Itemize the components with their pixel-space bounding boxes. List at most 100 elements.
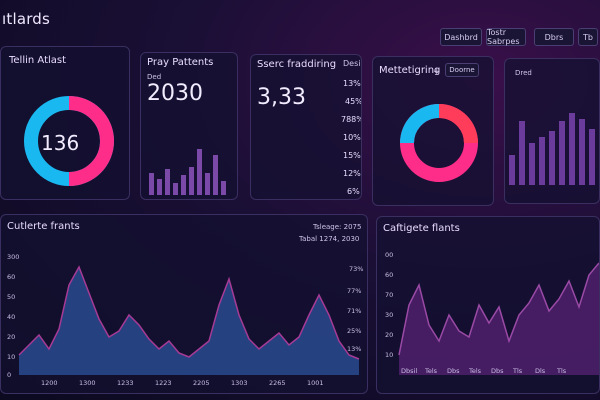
bar bbox=[589, 129, 595, 185]
chart-title: Caftigete flants bbox=[383, 223, 460, 234]
x-tick: 1200 bbox=[41, 379, 58, 387]
y-tick: 300 bbox=[7, 253, 20, 261]
x-tick: Dbs bbox=[447, 367, 460, 375]
x-tick: Dls bbox=[535, 367, 546, 375]
y-tick: 30 bbox=[385, 311, 394, 319]
area-chart-right bbox=[398, 262, 599, 375]
card-title: Sserc fraddiring bbox=[257, 59, 337, 70]
line-series-pink bbox=[18, 265, 360, 360]
bar bbox=[197, 149, 202, 195]
bar bbox=[569, 113, 575, 185]
card-subtitle: Ded bbox=[147, 73, 162, 81]
tab-label[interactable]: Dred bbox=[515, 69, 532, 77]
donut-chart bbox=[24, 96, 114, 186]
bar bbox=[529, 143, 535, 185]
side-label: Desi bbox=[343, 59, 361, 68]
y-tick: 10 bbox=[385, 351, 394, 359]
bar bbox=[519, 121, 525, 185]
filter-button[interactable]: Tostr Sabrpes bbox=[486, 28, 526, 46]
card-value: 2030 bbox=[147, 81, 203, 106]
card-title: Mettetigring bbox=[379, 65, 441, 76]
x-tick: 1233 bbox=[117, 379, 134, 387]
bar bbox=[213, 155, 218, 195]
percent-item: 45% bbox=[345, 97, 362, 106]
card-patterns: Pray Pattents Ded 2030 bbox=[140, 52, 238, 200]
card-title: Pray Pattents bbox=[147, 57, 214, 68]
bar-chart bbox=[509, 113, 595, 185]
y-tick: 20 bbox=[385, 331, 394, 339]
card-value: 3,33 bbox=[257, 85, 306, 110]
y-tick: 00 bbox=[385, 251, 394, 259]
donut-segment-cyan bbox=[400, 104, 440, 144]
percent-item: 10% bbox=[343, 133, 361, 142]
y-tick: 0 bbox=[7, 371, 12, 379]
bar bbox=[205, 173, 210, 195]
x-tick: Tels bbox=[469, 367, 482, 375]
legend-item: Tsleage: 2075 bbox=[313, 223, 362, 231]
bar bbox=[149, 173, 154, 195]
bar bbox=[539, 137, 545, 185]
donut-segment-red bbox=[438, 104, 478, 144]
line-series-magenta bbox=[398, 262, 599, 356]
card-meeting: Mettetigring + Doorne bbox=[372, 56, 494, 206]
mini-bar-chart bbox=[149, 149, 226, 195]
percent-item: 13% bbox=[343, 79, 361, 88]
y-tick-right: 25% bbox=[347, 327, 362, 335]
x-tick: Tls bbox=[557, 367, 567, 375]
x-tick: 1303 bbox=[231, 379, 248, 387]
x-tick: 1300 bbox=[79, 379, 96, 387]
legend-item: Tabal 1274, 2030 bbox=[299, 235, 360, 243]
y-tick-right: 73% bbox=[349, 265, 364, 273]
page-title: ıtlards bbox=[2, 10, 51, 28]
x-tick: Tels bbox=[425, 367, 438, 375]
x-tick: 2265 bbox=[269, 379, 286, 387]
x-tick: Dbs bbox=[491, 367, 504, 375]
chart-title: Cutlerte frants bbox=[7, 221, 80, 232]
area-chart-left bbox=[18, 265, 360, 375]
card-area-left: Cutlerte frants Tsleage: 2075 Tabal 1274… bbox=[0, 214, 368, 394]
y-tick: 20 bbox=[7, 333, 16, 341]
y-tick-right: 71% bbox=[347, 307, 362, 315]
export-button[interactable]: Dbrs bbox=[534, 28, 574, 46]
bar bbox=[173, 183, 178, 195]
card-area-right: Caftigete flants 00 60 70 30 20 10 Dbsil… bbox=[376, 216, 600, 394]
bar bbox=[509, 155, 515, 185]
dashboard-button[interactable]: Dashbrd bbox=[440, 28, 482, 46]
bar bbox=[549, 131, 555, 185]
x-tick: 1001 bbox=[307, 379, 324, 387]
card-title: Tellin Atlast bbox=[9, 55, 67, 66]
x-tick: Dbsil bbox=[401, 367, 418, 375]
y-tick: 50 bbox=[7, 293, 16, 301]
more-button[interactable]: Tb bbox=[578, 28, 598, 46]
bar bbox=[559, 121, 565, 185]
card-tracking: Sserc fraddiring Desi 3,33 13% 45% 788% … bbox=[250, 54, 362, 200]
bar bbox=[221, 181, 226, 195]
percent-item: 12% bbox=[343, 169, 361, 178]
donut-chart-2 bbox=[400, 104, 478, 182]
y-tick: 60 bbox=[7, 273, 16, 281]
add-icon[interactable]: + bbox=[433, 67, 441, 77]
x-tick: Tls bbox=[513, 367, 523, 375]
area-series-purple bbox=[399, 263, 599, 375]
y-tick: 60 bbox=[385, 271, 394, 279]
area-series-blue bbox=[19, 267, 359, 375]
x-tick: 1223 bbox=[155, 379, 172, 387]
bar bbox=[189, 167, 194, 195]
x-tick: 2205 bbox=[193, 379, 210, 387]
filter-tag[interactable]: Doorne bbox=[445, 63, 479, 77]
y-tick: 10 bbox=[7, 353, 16, 361]
y-tick-right: 13% bbox=[347, 345, 362, 353]
card-users: Tellin Atlast 136 bbox=[0, 46, 130, 200]
bar bbox=[165, 169, 170, 195]
bar bbox=[181, 175, 186, 195]
percent-item: 15% bbox=[343, 151, 361, 160]
percent-item: 788% bbox=[341, 115, 362, 124]
card-bars: Dred bbox=[504, 58, 600, 204]
bar bbox=[157, 179, 162, 195]
donut-segment-pink bbox=[68, 96, 114, 186]
bar bbox=[579, 119, 585, 185]
y-tick: 40 bbox=[7, 313, 16, 321]
y-tick-right: 77% bbox=[347, 287, 362, 295]
y-tick: 70 bbox=[385, 291, 394, 299]
percent-item: 6% bbox=[347, 187, 360, 196]
